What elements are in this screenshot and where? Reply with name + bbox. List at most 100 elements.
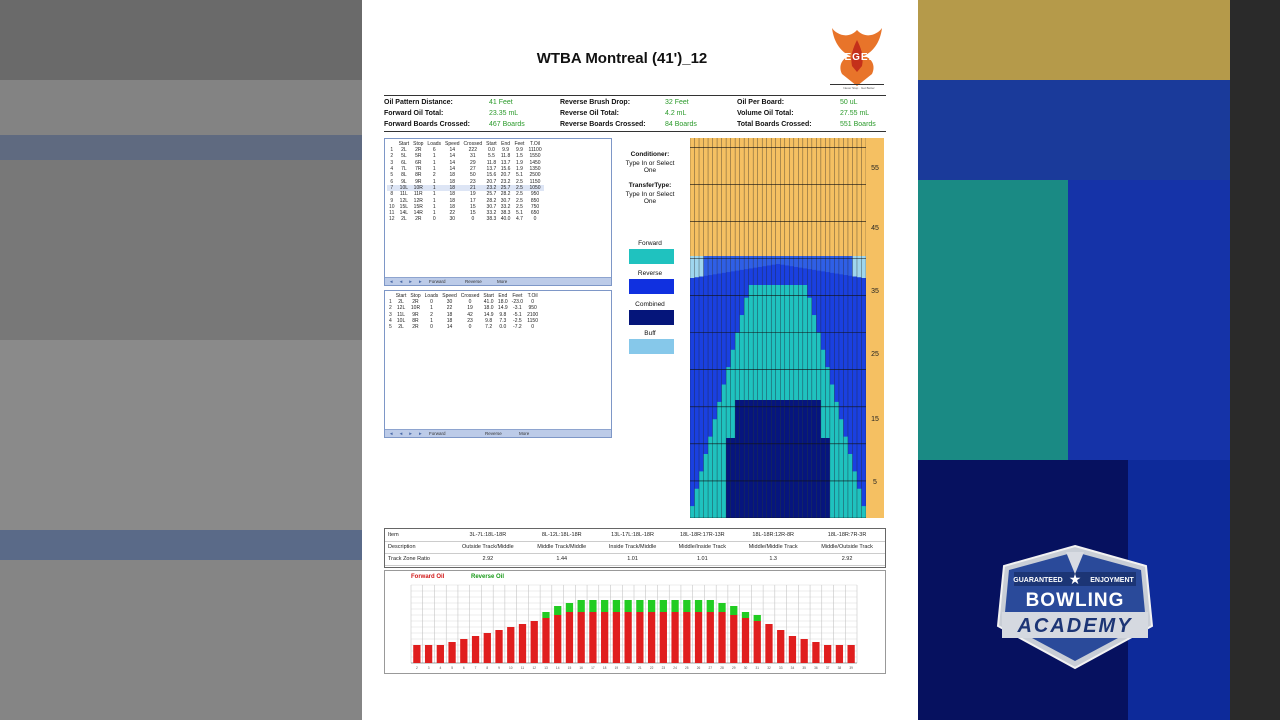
table-cell[interactable]: 38.3: [500, 210, 511, 217]
table-cell[interactable]: 18: [446, 318, 453, 325]
table-cell[interactable]: 23.2: [500, 178, 511, 185]
table-cell[interactable]: 18: [449, 191, 456, 198]
table-cell[interactable]: 1: [432, 203, 436, 210]
table-cell[interactable]: 30.7: [486, 203, 497, 210]
table-cell[interactable]: 14.9: [483, 311, 494, 318]
table-cell[interactable]: 0: [531, 299, 535, 306]
table-cell[interactable]: 12L: [396, 305, 406, 312]
table-cell[interactable]: 13.7: [486, 166, 497, 173]
table-cell[interactable]: -3.1: [513, 305, 522, 312]
table-cell[interactable]: 9: [390, 197, 394, 204]
table-cell[interactable]: 11R: [413, 191, 423, 198]
table-cell[interactable]: 4.7: [515, 216, 523, 223]
table-cell[interactable]: 850: [530, 197, 540, 204]
table-cell[interactable]: 0: [468, 324, 472, 331]
table-cell[interactable]: 1150: [527, 318, 538, 325]
table-cell[interactable]: 10L: [396, 184, 412, 192]
table-cell[interactable]: 5.1: [515, 172, 523, 179]
table-cell[interactable]: 33.2: [486, 210, 497, 217]
table-cell[interactable]: 1: [432, 159, 436, 166]
table-cell[interactable]: 23: [470, 178, 476, 185]
table-cell[interactable]: 18: [449, 178, 456, 185]
table-cell[interactable]: 0: [430, 299, 433, 306]
table-cell[interactable]: 10: [389, 203, 395, 210]
tab-more[interactable]: More: [519, 431, 530, 436]
table-cell[interactable]: 950: [528, 305, 537, 312]
table-cell[interactable]: 1.9: [515, 159, 523, 166]
table-cell[interactable]: -2.5: [513, 318, 522, 325]
table-cell[interactable]: 2R: [415, 147, 422, 154]
table-cell[interactable]: 2L: [401, 147, 407, 154]
table-cell[interactable]: 18: [446, 311, 453, 318]
table-row[interactable]: 4 7L 7R 1 14 27 13.7 15.6 1.9 1350: [387, 166, 544, 172]
table-row[interactable]: 3 6L 6R 1 14 29 11.8 13.7 1.9 1450: [387, 160, 544, 166]
table-cell[interactable]: 1: [389, 299, 392, 306]
table-cell[interactable]: 5L: [401, 153, 407, 160]
table-cell[interactable]: 9R: [415, 178, 422, 185]
table-cell[interactable]: 0: [531, 324, 535, 331]
table-cell[interactable]: 1: [430, 318, 433, 325]
table-cell[interactable]: 15: [470, 210, 476, 217]
table-cell[interactable]: 2.5: [515, 178, 523, 185]
table-cell[interactable]: 25.7: [486, 191, 497, 198]
table-cell[interactable]: 9.8: [485, 318, 493, 325]
table-cell[interactable]: 1: [432, 210, 436, 217]
transfer-type-select[interactable]: Type In or Select One: [625, 191, 675, 205]
table-cell[interactable]: -5.1: [513, 311, 522, 318]
table-cell[interactable]: 11.8: [500, 153, 511, 160]
table-row[interactable]: 3 11L 9R 2 18 42 14.9 9.8 -5.1 2100: [387, 312, 540, 318]
table-cell[interactable]: 19: [470, 191, 476, 198]
table-cell[interactable]: 2100: [527, 311, 539, 318]
table-cell[interactable]: 0: [533, 216, 537, 223]
table-cell[interactable]: 40.0: [500, 216, 511, 223]
table-cell[interactable]: 5: [390, 172, 394, 179]
table-cell[interactable]: 2L: [398, 299, 404, 306]
table-cell[interactable]: 15R: [413, 203, 423, 210]
table-cell[interactable]: 14R: [413, 210, 423, 217]
table-row[interactable]: 11 14L 14R 1 22 15 33.2 38.3 5.1 650: [387, 210, 544, 216]
table-cell[interactable]: 1: [432, 153, 436, 160]
table-cell[interactable]: 0: [468, 299, 472, 306]
table-row[interactable]: 1 2L 2R 0 30 0 41.0 18.0 -23.0 0: [387, 299, 540, 305]
table-cell[interactable]: 28.2: [486, 197, 497, 204]
table-cell[interactable]: 17: [470, 197, 476, 204]
table-cell[interactable]: 2.5: [512, 184, 527, 192]
table-cell[interactable]: 7.2: [485, 324, 493, 331]
sheet-nav-arrows[interactable]: ◄ ◄ ► ►: [389, 431, 425, 436]
table-cell[interactable]: 15.6: [500, 166, 511, 173]
table-cell[interactable]: 2.5: [515, 191, 523, 198]
table-cell[interactable]: -23.0: [511, 299, 524, 306]
table-cell[interactable]: 2.5: [515, 197, 523, 204]
sheet-nav-arrows[interactable]: ◄ ◄ ► ►: [389, 279, 425, 284]
table-row[interactable]: 4 10L 8R 1 18 23 9.8 7.3 -2.5 1150: [387, 318, 540, 324]
table-cell[interactable]: 11: [389, 210, 395, 217]
table-cell[interactable]: 22: [446, 305, 453, 312]
table-cell[interactable]: 750: [530, 203, 540, 210]
table-cell[interactable]: 1: [430, 305, 433, 312]
table-cell[interactable]: 13.7: [500, 159, 511, 166]
table-cell[interactable]: 7.3: [499, 318, 507, 325]
table-cell[interactable]: 2R: [415, 216, 422, 223]
table-cell[interactable]: 2L: [401, 216, 407, 223]
table-cell[interactable]: 18: [449, 172, 456, 179]
table-cell[interactable]: 1: [432, 178, 436, 185]
table-cell[interactable]: 12R: [413, 197, 423, 204]
table-cell[interactable]: 30: [449, 216, 456, 223]
table-cell[interactable]: 7: [387, 184, 397, 192]
table-cell[interactable]: 222: [468, 147, 477, 154]
table-cell[interactable]: 41.0: [483, 299, 494, 306]
table-row[interactable]: 2 12L 10R 1 22 19 18.0 14.9 -3.1 950: [387, 305, 540, 311]
table-cell[interactable]: 1: [425, 184, 444, 192]
table-cell[interactable]: 0: [430, 324, 433, 331]
table-cell[interactable]: 10R: [410, 305, 421, 312]
table-cell[interactable]: 1: [390, 147, 394, 154]
table-cell[interactable]: 2: [432, 172, 436, 179]
table-cell[interactable]: 11100: [528, 147, 542, 154]
table-cell[interactable]: 2R: [412, 324, 419, 331]
table-row[interactable]: 5 8L 8R 2 18 50 15.6 20.7 5.1 2500: [387, 172, 544, 178]
table-row[interactable]: 5 2L 2R 0 14 0 7.2 0.0 -7.2 0: [387, 324, 540, 330]
table-cell[interactable]: 21: [461, 184, 485, 192]
table-row[interactable]: 2 5L 5R 1 14 31 5.5 11.8 1.5 1550: [387, 153, 544, 159]
table-cell[interactable]: 0: [471, 216, 475, 223]
tab-forward[interactable]: Forward: [429, 279, 446, 284]
